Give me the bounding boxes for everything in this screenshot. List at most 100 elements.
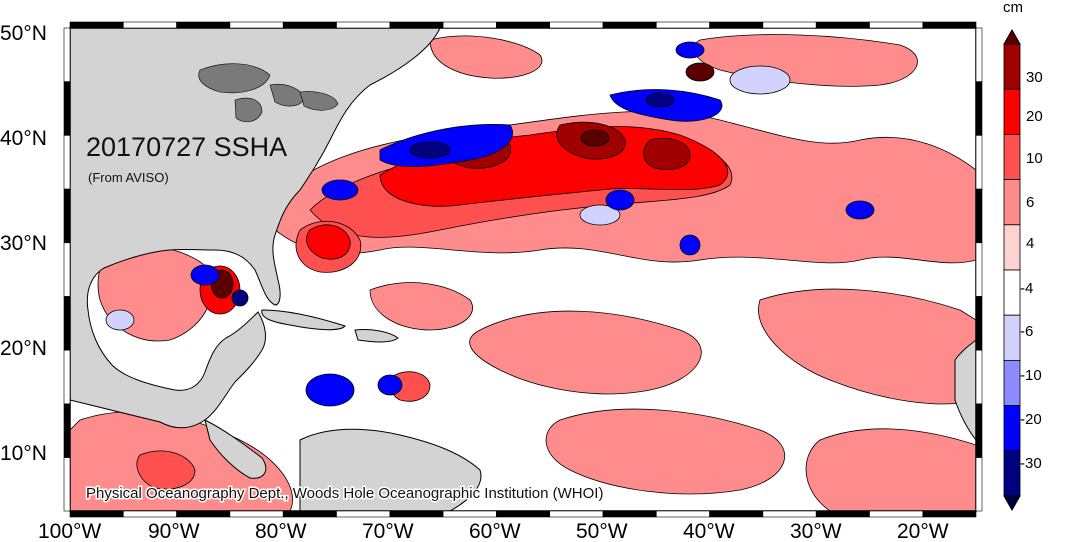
border-bar-left — [63, 135, 71, 190]
border-bar-left — [63, 27, 71, 83]
map-panel — [70, 28, 976, 511]
africa — [954, 339, 976, 441]
border-bar-left — [63, 457, 71, 512]
colorbar-segment — [1003, 43, 1021, 90]
border-bar-left — [63, 403, 71, 458]
colorbar-top-triangle — [1003, 28, 1021, 45]
hispaniola — [354, 329, 399, 343]
lat-label-20n: 20°N — [0, 337, 47, 360]
lon-label-80w: 80°W — [255, 520, 307, 542]
border-bar-top — [549, 21, 604, 29]
colorbar-tick-labels: 30 20 10 6 4 -4 -6 -10 -20 -30 — [1020, 69, 1043, 472]
border-bar-bottom — [336, 510, 391, 518]
border-bar-top — [123, 21, 177, 29]
border-bar-top — [709, 21, 764, 29]
border-bar-left — [63, 242, 71, 297]
lat-label-50n: 50°N — [0, 22, 47, 45]
map-border-bars — [63, 21, 983, 518]
border-bar-right — [975, 135, 983, 190]
lon-label-70w: 70°W — [362, 520, 414, 542]
border-bar-bottom — [229, 510, 284, 518]
border-bar-bottom — [762, 510, 817, 518]
colorbar-unit: cm — [1003, 0, 1023, 16]
border-bar-right — [975, 81, 983, 136]
lon-label-30w: 30°W — [790, 520, 842, 542]
latitude-labels: 50°N 40°N 30°N 20°N 10°N — [0, 22, 47, 465]
institution-credit: Physical Oceanography Dept., Woods Hole … — [86, 485, 603, 502]
data-source-label: (From AVISO) — [88, 170, 169, 185]
border-bar-top — [869, 21, 924, 29]
border-bar-bottom — [176, 510, 231, 518]
border-bar-right — [975, 403, 983, 458]
colorbar-tick-20: 20 — [1026, 108, 1043, 125]
cuba — [261, 309, 346, 331]
colorbar-segment — [1003, 179, 1021, 226]
border-bar-top — [282, 21, 337, 29]
colorbar-tick-neg6: -6 — [1020, 323, 1033, 340]
map-title: 20170727 SSHA — [86, 132, 287, 162]
lon-label-40w: 40°W — [683, 520, 735, 542]
border-bar-right — [975, 188, 983, 244]
lon-label-100w: 100°W — [38, 520, 101, 542]
lon-label-60w: 60°W — [469, 520, 521, 542]
colorbar-segment — [1003, 359, 1021, 406]
border-bar-top — [442, 21, 497, 29]
border-bar-bottom — [69, 510, 124, 518]
north-america — [70, 28, 441, 429]
border-bar-left — [63, 188, 71, 244]
colorbar-segment — [1003, 133, 1021, 180]
colorbar-tick-30: 30 — [1026, 69, 1043, 86]
border-bar-top — [815, 21, 870, 29]
border-bar-top — [922, 21, 977, 29]
border-bar-top — [229, 21, 284, 29]
cold-anomaly-strong — [231, 92, 675, 307]
border-bar-left — [63, 349, 71, 405]
lat-label-10n: 10°N — [0, 442, 47, 465]
border-bar-left — [63, 296, 71, 351]
border-bar-bottom — [922, 510, 977, 518]
colorbar — [1003, 28, 1021, 512]
border-bar-top — [655, 21, 710, 29]
colorbar-tick-4: 4 — [1026, 235, 1034, 252]
border-bar-bottom — [442, 510, 497, 518]
great-lakes — [198, 63, 339, 123]
colorbar-segment — [1003, 314, 1021, 361]
border-bar-bottom — [123, 510, 177, 518]
colorbar-tick-neg30: -30 — [1020, 455, 1042, 472]
colorbar-segment — [1003, 450, 1021, 497]
colorbar-tick-neg10: -10 — [1020, 367, 1042, 384]
colorbar-tick-6: 6 — [1026, 194, 1034, 211]
border-bar-right — [975, 457, 983, 512]
colorbar-segment — [1003, 88, 1021, 135]
colorbar-tick-neg4: -4 — [1020, 280, 1033, 297]
border-bar-top — [762, 21, 817, 29]
border-bar-right — [975, 349, 983, 405]
colorbar-segment — [1003, 224, 1021, 271]
cold-anomaly-light — [105, 65, 791, 331]
colorbar-segment — [1003, 269, 1021, 316]
border-bar-bottom — [602, 510, 657, 518]
border-bar-bottom — [282, 510, 337, 518]
south-america — [299, 428, 482, 511]
border-bar-top — [336, 21, 391, 29]
border-bar-bottom — [815, 510, 870, 518]
longitude-labels: 100°W 90°W 80°W 70°W 60°W 50°W 40°W 30°W… — [38, 520, 949, 542]
colorbar-tick-10: 10 — [1026, 150, 1043, 167]
border-bar-right — [975, 296, 983, 351]
lon-label-90w: 90°W — [148, 520, 200, 542]
border-bar-top — [496, 21, 550, 29]
border-bar-top — [602, 21, 657, 29]
central-america — [204, 419, 267, 479]
border-bar-bottom — [389, 510, 444, 518]
colorbar-tick-neg20: -20 — [1020, 411, 1042, 428]
border-bar-top — [176, 21, 231, 29]
border-bar-top — [69, 21, 124, 29]
lon-label-50w: 50°W — [576, 520, 628, 542]
border-bar-bottom — [655, 510, 710, 518]
land-masses — [70, 28, 976, 511]
lat-label-40n: 40°N — [0, 127, 47, 150]
border-bar-bottom — [549, 510, 604, 518]
colorbar-segment — [1003, 405, 1021, 452]
colorbar-bottom-triangle — [1003, 495, 1021, 512]
